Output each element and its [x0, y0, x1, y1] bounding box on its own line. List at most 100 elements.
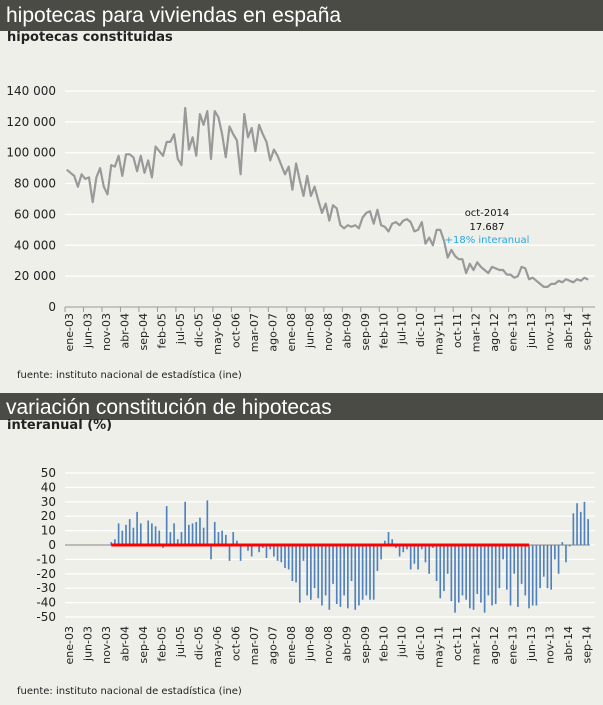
bar: [158, 530, 161, 545]
bar: [509, 545, 512, 606]
annotation-change: +18% interanual: [445, 235, 530, 246]
x-tick-label: dic-10: [414, 313, 427, 347]
x-tick-label: abr-09: [340, 313, 353, 349]
bar: [213, 521, 216, 545]
annotation-value: 17.687: [470, 222, 505, 233]
bar: [228, 545, 231, 561]
bar: [568, 545, 571, 547]
bar: [139, 523, 142, 545]
bar: [224, 534, 227, 545]
bar: [417, 545, 419, 570]
bar: [531, 545, 534, 606]
bar: [472, 545, 475, 610]
bar: [302, 545, 305, 561]
bar: [250, 545, 253, 557]
bar: [487, 545, 490, 596]
bar: [128, 519, 131, 545]
x-tick-label: ago-12: [488, 313, 501, 352]
x-tick-label: abr-04: [118, 626, 131, 662]
bar: [335, 545, 338, 605]
bar: [406, 545, 408, 550]
x-tick-label: dic-05: [192, 626, 205, 660]
bar: [343, 545, 345, 596]
x-tick-label: ago-07: [266, 313, 279, 352]
bar: [173, 523, 175, 545]
bar: [176, 539, 179, 545]
bar: [457, 545, 460, 603]
bar: [476, 545, 479, 594]
bar: [443, 545, 445, 592]
bar: [561, 542, 564, 545]
bar: [169, 532, 172, 545]
x-tick-label: oct-06: [229, 313, 242, 348]
header2-title: variación constitución de hipotecas: [0, 393, 603, 420]
x-tick-label: may-06: [211, 313, 224, 355]
chart2-title: interanual (%): [7, 418, 113, 433]
bar: [206, 500, 209, 545]
bar: [539, 545, 541, 589]
y-tick-label: 0: [48, 300, 56, 314]
bar: [465, 545, 467, 600]
bar: [494, 545, 497, 605]
bar: [365, 545, 368, 596]
x-tick-label: oct-06: [229, 626, 242, 661]
x-tick-label: feb-10: [377, 626, 390, 662]
bar: [306, 545, 308, 596]
y-tick-label: -10: [36, 552, 56, 566]
bar: [524, 545, 527, 596]
bar: [439, 545, 442, 599]
bar: [232, 532, 235, 545]
x-tick-label: jun-08: [303, 313, 316, 349]
bar: [291, 545, 294, 581]
bar: [195, 521, 198, 545]
bar: [502, 545, 504, 560]
bar: [542, 545, 545, 577]
x-tick-label: ago-12: [488, 626, 501, 665]
source-note-1: fuente: instituto nacional de estadístic…: [17, 370, 242, 381]
x-tick-label: nov-08: [322, 626, 335, 664]
bar: [147, 520, 150, 545]
bar: [317, 545, 320, 599]
x-tick-label: ene-03: [63, 626, 76, 664]
bar: [469, 545, 471, 609]
bar: [354, 545, 357, 610]
bar: [199, 517, 201, 545]
bar: [321, 545, 323, 606]
bar: [454, 545, 456, 613]
bar: [114, 539, 116, 545]
x-tick-label: mar-07: [248, 626, 261, 665]
y-tick-label: -20: [36, 567, 56, 581]
header-title: hipotecas para viviendas en españa: [0, 0, 603, 31]
x-tick-label: ago-07: [266, 626, 279, 665]
x-tick-label: jun-13: [525, 313, 538, 349]
bar: [372, 545, 375, 600]
bar: [420, 545, 423, 550]
x-tick-label: mar-12: [470, 626, 483, 665]
bar: [491, 545, 493, 606]
x-tick-label: jul-05: [174, 626, 187, 658]
x-tick-label: ene-08: [285, 626, 298, 664]
y-tick-label: 80 000: [14, 177, 56, 191]
bar: [132, 527, 135, 545]
x-tick-label: jul-05: [174, 313, 187, 345]
bar: [505, 545, 508, 590]
annotation-date: oct-2014: [465, 208, 510, 219]
bar: [424, 545, 427, 563]
bar: [550, 545, 553, 590]
x-tick-label: sep-14: [581, 313, 594, 350]
bar: [358, 545, 360, 606]
bar: [361, 545, 364, 600]
bar: [258, 545, 260, 553]
bar: [428, 545, 431, 574]
bar: [247, 545, 249, 551]
bar: [587, 519, 589, 545]
bar: [125, 524, 127, 545]
y-tick-label: 40: [41, 480, 56, 494]
bar: [202, 527, 205, 545]
bar: [520, 545, 523, 584]
bar: [295, 545, 297, 583]
bar: [461, 545, 464, 596]
bar: [180, 532, 183, 545]
bar: [572, 513, 575, 545]
